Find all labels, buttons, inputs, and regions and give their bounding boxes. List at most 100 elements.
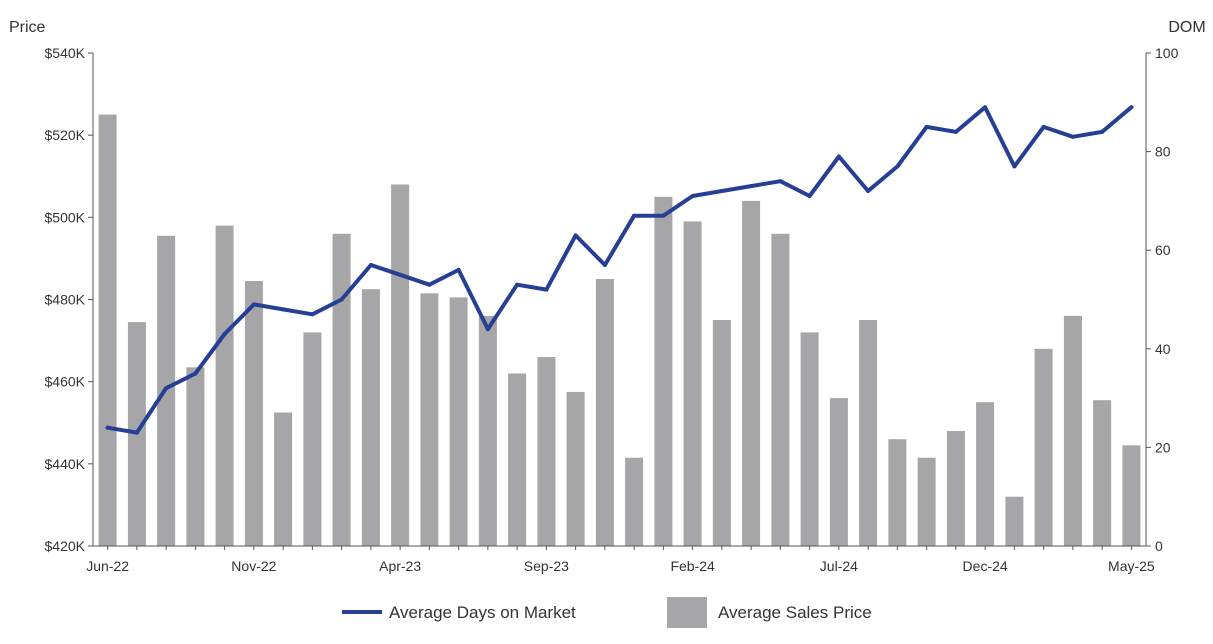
bar-dec-23 (625, 457, 644, 546)
dom-point-sep-23 (544, 287, 549, 292)
dom-point-nov-23 (602, 263, 607, 267)
x-tick-label: Apr-23 (379, 558, 421, 574)
dom-point-oct-22 (222, 332, 227, 336)
bar-may-23 (420, 293, 439, 546)
y-right-tick-label: 80 (1155, 144, 1171, 160)
bar-sep-22 (186, 367, 205, 546)
legend-label-days-on-market: Average Days on Market (389, 603, 576, 622)
bar-jul-23 (478, 315, 497, 546)
dom-point-jun-22 (105, 425, 110, 430)
bar-feb-25 (1034, 348, 1053, 546)
bar-aug-24 (859, 320, 878, 546)
y-left-tick-label: $520K (45, 127, 86, 143)
bar-mar-25 (1063, 315, 1082, 546)
bar-jul-24 (829, 398, 848, 546)
dom-point-mar-24 (719, 189, 724, 193)
bar-jan-25 (1005, 496, 1024, 546)
dom-point-mar-23 (368, 263, 373, 267)
x-tick-label: May-25 (1108, 558, 1155, 574)
bar-oct-23 (566, 391, 585, 546)
y-left-tick-label: $420K (45, 538, 86, 554)
dom-point-oct-23 (573, 233, 578, 238)
y-left-tick-label: $480K (45, 292, 86, 308)
y-left-tick-label: $540K (45, 45, 86, 61)
dom-point-dec-23 (632, 213, 637, 218)
bar-may-25 (1122, 445, 1141, 546)
x-tick-label: Dec-24 (963, 558, 1008, 574)
y-left-axis-title: Price (9, 19, 46, 36)
bar-sep-23 (537, 357, 556, 546)
dom-line (105, 105, 1134, 435)
bar-jun-24 (800, 332, 819, 546)
bar-nov-23 (595, 279, 614, 546)
y-right-axis-title: DOM (1168, 19, 1205, 36)
bar-jan-24 (654, 196, 673, 547)
line-series (105, 105, 1134, 435)
legend: Average Days on Market Average Sales Pri… (342, 597, 872, 628)
dom-point-dec-22 (281, 307, 286, 312)
bar-jun-22 (98, 114, 117, 546)
dom-point-jul-24 (836, 154, 841, 159)
bar-series (98, 114, 1141, 547)
y-left-tick-label: $440K (45, 456, 86, 472)
bar-sep-24 (888, 439, 907, 546)
bar-dec-24 (976, 402, 995, 546)
x-tick-label: Nov-22 (231, 558, 276, 574)
legend-box-swatch (667, 597, 707, 628)
dom-point-aug-23 (515, 282, 520, 287)
dom-point-apr-23 (398, 272, 403, 277)
bar-jan-23 (303, 332, 322, 546)
dom-point-jan-23 (310, 312, 315, 317)
dom-point-jun-24 (807, 194, 812, 198)
bar-jun-23 (449, 297, 468, 546)
dom-point-oct-24 (924, 124, 929, 129)
y-left-tick-label: $460K (45, 374, 86, 390)
bar-apr-24 (742, 200, 761, 546)
bar-nov-22 (244, 281, 263, 546)
y-right-tick-label: 0 (1155, 538, 1163, 554)
x-tick-label: Jun-22 (86, 558, 129, 574)
dom-point-jul-23 (485, 327, 490, 332)
dom-point-apr-24 (749, 184, 754, 189)
y-left-tick-label: $500K (45, 209, 86, 225)
bar-oct-22 (215, 225, 234, 546)
bar-mar-24 (712, 320, 731, 546)
dom-point-sep-24 (895, 164, 900, 169)
axes: $420K $440K $460K $480K $500K $520K $540K 0 20 40… (45, 45, 1179, 574)
y-right-tick-label: 20 (1155, 439, 1171, 455)
bar-feb-24 (683, 221, 702, 546)
bar-apr-23 (391, 184, 410, 546)
dom-point-may-23 (427, 282, 432, 287)
dom-point-apr-25 (1100, 129, 1105, 134)
x-tick-label: Jul-24 (820, 558, 858, 574)
bar-dec-22 (274, 412, 293, 546)
dom-point-feb-25 (1041, 124, 1046, 129)
dom-point-nov-24 (953, 129, 958, 134)
dom-point-jul-22 (134, 430, 139, 435)
y-right-tick-label: 40 (1155, 341, 1171, 357)
bar-nov-24 (946, 431, 965, 546)
bar-may-24 (771, 233, 790, 547)
legend-label-sales-price: Average Sales Price (718, 603, 872, 622)
dom-point-jan-25 (1012, 164, 1017, 169)
bar-apr-25 (1093, 400, 1112, 546)
y-right-tick-label: 60 (1155, 242, 1171, 258)
bar-mar-23 (361, 289, 380, 546)
dom-point-feb-24 (690, 194, 695, 198)
bar-feb-23 (332, 233, 351, 547)
dom-point-aug-24 (866, 189, 871, 193)
dom-point-mar-25 (1070, 134, 1075, 139)
x-tick-label: Sep-23 (524, 558, 569, 574)
dom-point-jan-24 (661, 213, 666, 218)
bar-aug-23 (508, 373, 527, 546)
dom-point-jun-23 (456, 267, 461, 272)
dom-point-aug-22 (164, 386, 169, 391)
dom-point-may-24 (778, 179, 783, 184)
dom-point-may-25 (1129, 105, 1134, 110)
dom-point-feb-23 (339, 297, 344, 302)
dom-point-dec-24 (983, 105, 988, 110)
y-right-tick-label: 100 (1155, 45, 1179, 61)
dom-point-nov-22 (251, 302, 256, 307)
